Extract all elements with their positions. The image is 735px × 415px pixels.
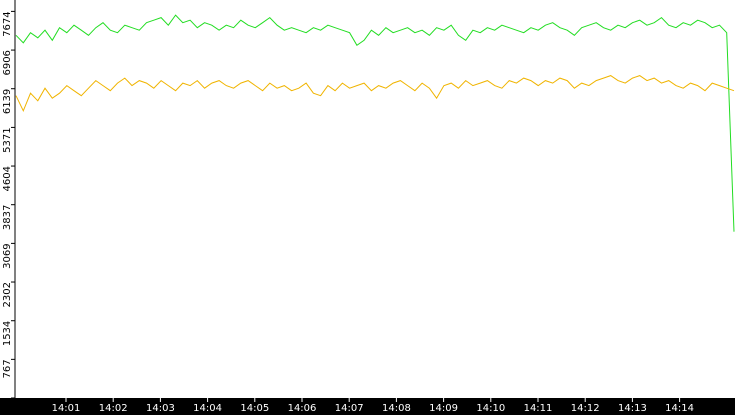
y-tick-label: 1534 (2, 321, 13, 346)
y-tick-label: 7674 (2, 11, 13, 36)
x-tick-label: 14:02 (99, 403, 128, 414)
y-tick-label: 5371 (2, 127, 13, 152)
x-tick-label: 14:12 (571, 403, 600, 414)
y-tick-label: 767 (2, 359, 13, 378)
x-tick-label: 14:11 (524, 403, 553, 414)
y-tick-label: 3837 (2, 205, 13, 230)
x-tick-label: 14:09 (429, 403, 458, 414)
x-axis-bar (0, 398, 735, 415)
x-tick-label: 14:10 (476, 403, 505, 414)
x-tick-label: 14:14 (665, 403, 694, 414)
series-line (15, 14, 735, 232)
x-tick-label: 14:05 (240, 403, 269, 414)
y-tick-label: 3069 (2, 243, 13, 268)
y-tick-label: 6906 (2, 50, 13, 75)
x-tick-label: 14:04 (193, 403, 222, 414)
x-tick-label: 14:01 (52, 403, 81, 414)
x-tick-label: 14:13 (618, 403, 647, 414)
y-tick-label: 4604 (2, 166, 13, 191)
x-tick-label: 14:07 (335, 403, 364, 414)
x-tick-label: 14:08 (382, 403, 411, 414)
y-tick-label: 6139 (2, 89, 13, 114)
x-tick-label: 14:03 (146, 403, 175, 414)
x-tick-label: 14:06 (288, 403, 317, 414)
y-tick-label: 2302 (2, 282, 13, 307)
series-line (15, 75, 735, 113)
y-tick-label: 0 (2, 398, 13, 404)
